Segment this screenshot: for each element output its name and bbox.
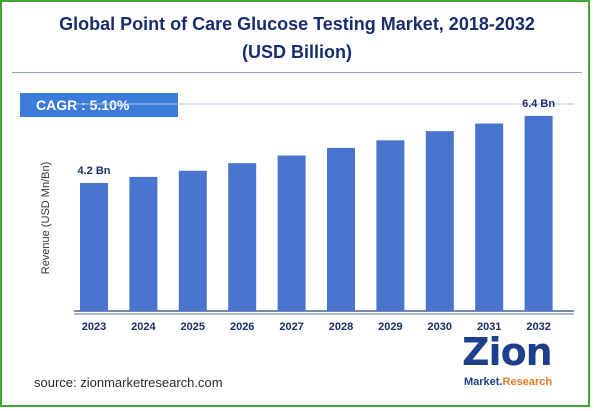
x-tick-label-2027: 2027 (279, 321, 303, 333)
chart-title-line1: Global Point of Care Glucose Testing Mar… (59, 14, 535, 34)
bar-2030 (425, 131, 454, 311)
title-divider (12, 72, 582, 73)
logo-sub-research: Research (502, 376, 553, 388)
bar-2023 (80, 182, 108, 311)
logo-subtitle: Market.Research (464, 376, 552, 388)
data-label-2032: 6.4 Bn (522, 98, 555, 110)
bar-2028 (327, 147, 355, 311)
source-note: source: zionmarketresearch.com (34, 375, 223, 390)
cagr-badge: CAGR : 5.10% (20, 93, 178, 117)
logo-wordmark: Zion (462, 330, 553, 374)
data-label-2023: 4.2 Bn (77, 165, 110, 177)
x-tick-label-2030: 2030 (428, 321, 452, 333)
bar-2027 (277, 155, 306, 311)
bar-2031 (475, 123, 504, 311)
zion-logo: Zion Market.Research (462, 330, 582, 400)
bar-2024 (129, 176, 158, 311)
x-tick-label-2025: 2025 (181, 321, 205, 333)
x-tick-label-2026: 2026 (230, 321, 254, 333)
x-tick-label-2032: 2032 (526, 321, 550, 333)
y-axis-label: Revenue (USD Mn/Bn) (40, 162, 52, 275)
bar-2029 (376, 140, 405, 311)
x-tick-label-2031: 2031 (477, 321, 501, 333)
bar-2026 (228, 163, 257, 311)
x-tick-label-2029: 2029 (378, 321, 402, 333)
bar-2032 (524, 115, 553, 312)
logo-sub-market: Market. (464, 376, 503, 388)
bar-2025 (178, 170, 207, 311)
chart-title-line2: (USD Billion) (242, 42, 352, 62)
x-tick-label-2023: 2023 (82, 321, 106, 333)
x-tick-label-2024: 2024 (131, 321, 156, 333)
x-tick-label-2028: 2028 (329, 321, 353, 333)
